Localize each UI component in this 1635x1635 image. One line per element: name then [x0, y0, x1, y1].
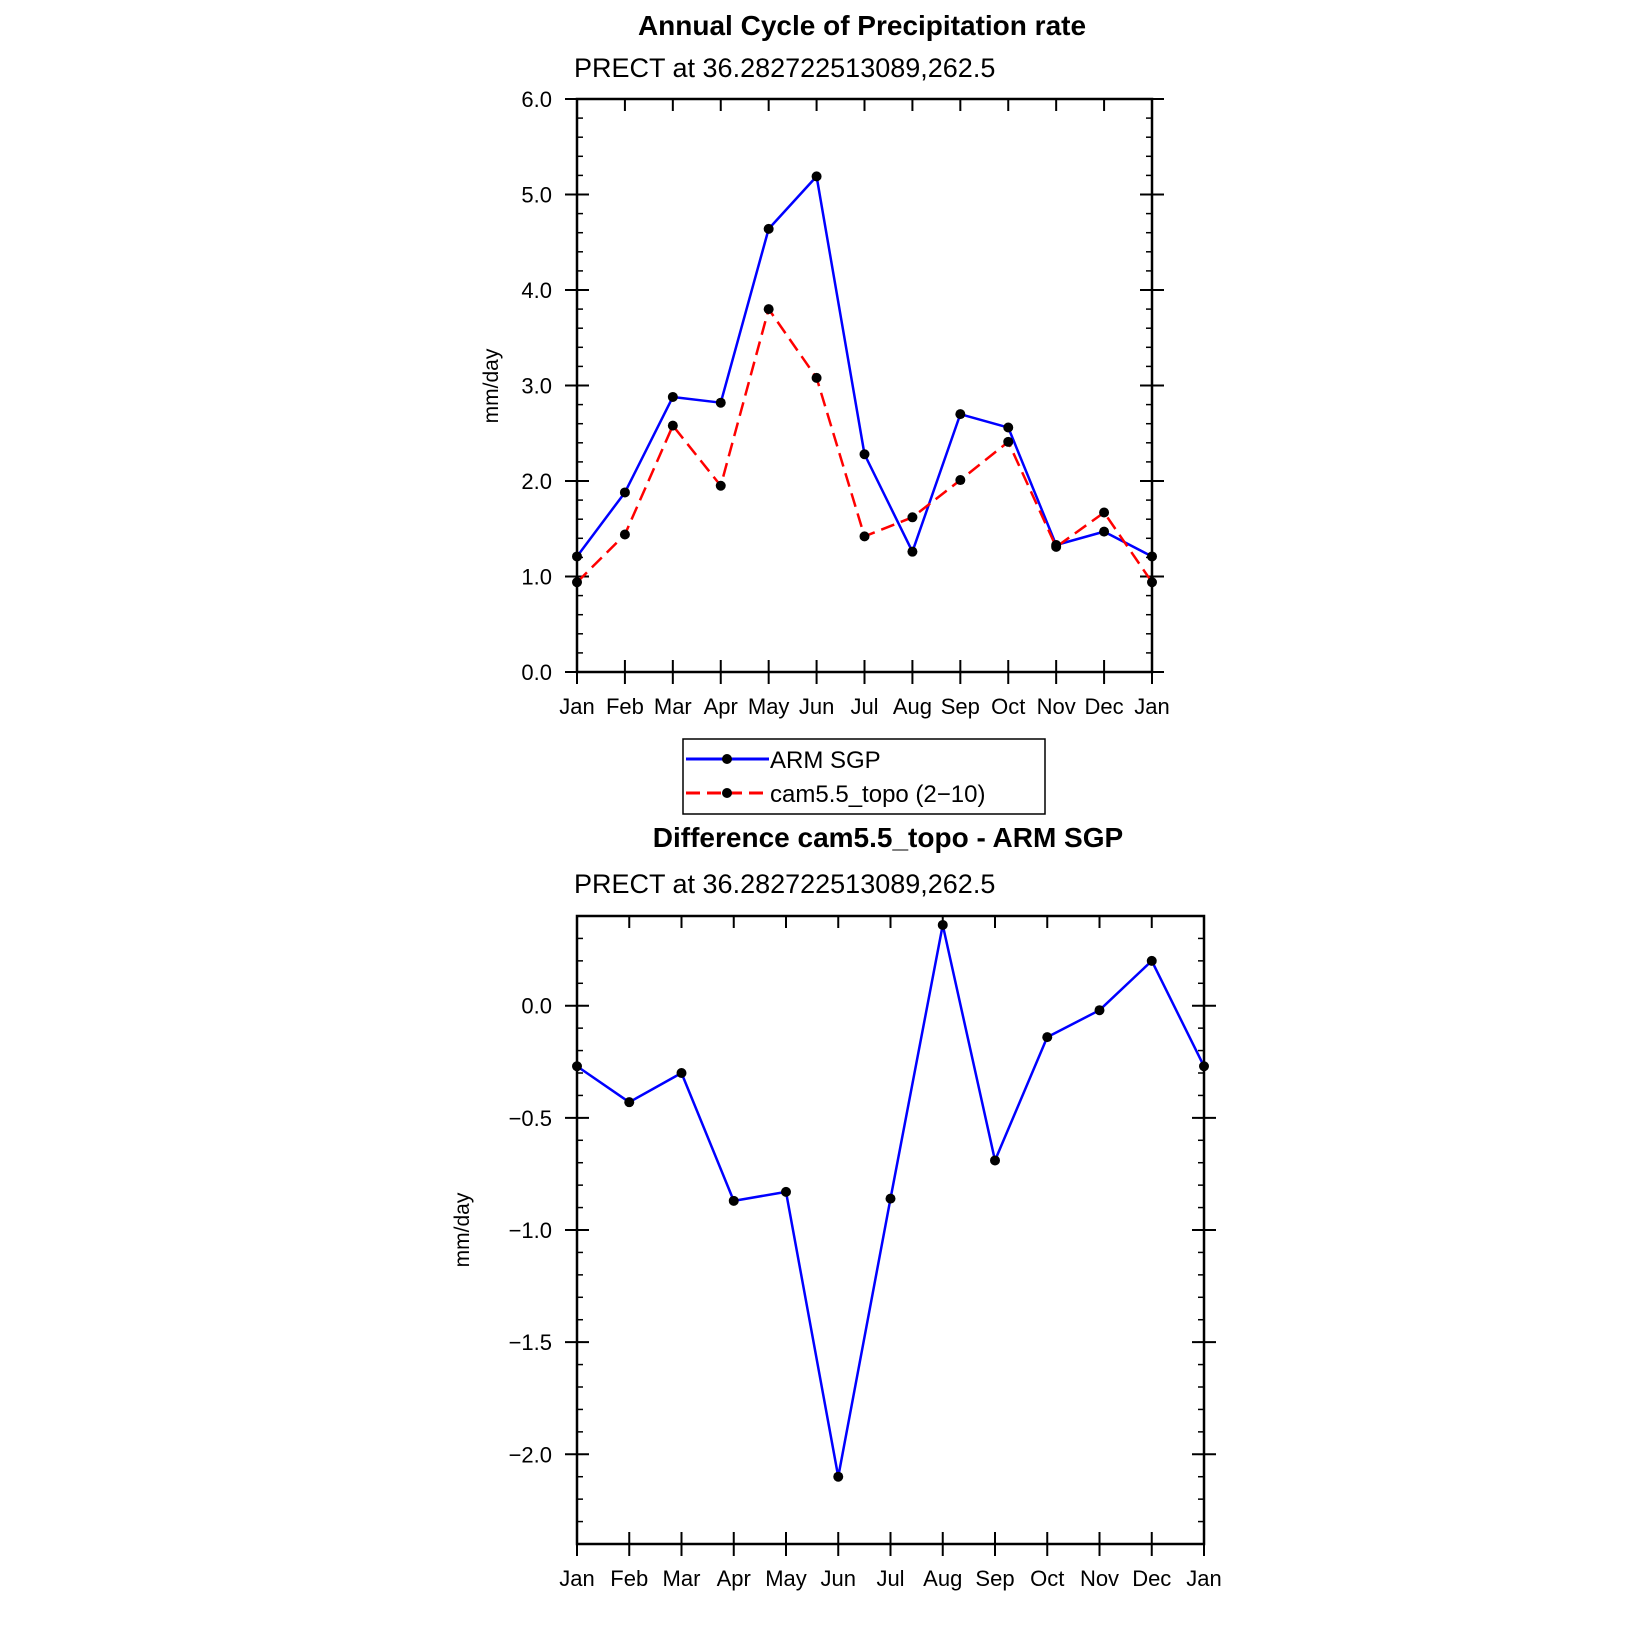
top-chart-data-point	[811, 171, 822, 182]
legend-label-arm-sgp: ARM SGP	[770, 747, 881, 774]
top-chart-data-point	[859, 531, 870, 542]
top-chart-y-axis-label: mm/day	[480, 348, 503, 423]
top-chart-series	[572, 171, 1157, 588]
legend-marker-arm-sgp	[722, 754, 732, 764]
top-chart-y-tick-label: 4.0	[521, 278, 552, 303]
top-chart-data-point	[715, 397, 726, 408]
bottom-chart-y-tick-label: 0.0	[521, 994, 552, 1019]
bottom-chart-title: Difference cam5.5_topo - ARM SGP	[653, 822, 1123, 853]
top-chart-y-tick-label: 6.0	[521, 87, 552, 112]
bottom-chart-y-tick-label: −1.5	[509, 1330, 552, 1355]
top-chart-y-tick-label: 0.0	[521, 660, 552, 685]
bottom-chart-data-point	[1094, 1005, 1105, 1016]
bottom-chart-x-tick-label: Apr	[717, 1566, 751, 1591]
top-chart-data-point	[1099, 526, 1110, 537]
bottom-chart-y-axis-label: mm/day	[451, 1192, 474, 1267]
top-chart-data-point	[715, 480, 726, 491]
top-chart-axes: Jan Feb Mar Apr May Jun Jul Aug Sep Oct Nov Dec Jan 0…	[521, 87, 1169, 719]
top-chart-x-tick-label: Jul	[850, 694, 878, 719]
top-chart-data-point	[1051, 541, 1062, 552]
top-chart-x-tick-label: Aug	[893, 694, 932, 719]
top-chart-title: Annual Cycle of Precipitation rate	[638, 10, 1086, 41]
top-chart-data-point	[667, 420, 678, 431]
bottom-chart-data-point	[624, 1097, 635, 1108]
top-chart-x-tick-label: May	[748, 694, 790, 719]
top-chart-data-point	[955, 409, 966, 420]
bottom-chart-y-tick-label: −1.0	[509, 1218, 552, 1243]
top-chart-data-point	[1003, 436, 1014, 447]
bottom-chart-x-tick-label: Jul	[876, 1566, 904, 1591]
bottom-chart-data-point	[728, 1195, 739, 1206]
top-chart-data-point	[955, 475, 966, 486]
bottom-chart-data-point	[885, 1193, 896, 1204]
top-chart-data-point	[572, 551, 582, 562]
top-chart-data-point	[1099, 507, 1110, 518]
top-chart-data-point	[619, 529, 630, 540]
top-chart-data-point	[572, 577, 582, 588]
legend-label-cam55-topo: cam5.5_topo (2−10)	[770, 781, 985, 808]
legend-box	[682, 738, 1046, 815]
bottom-chart-plot-frame	[575, 914, 1206, 1546]
top-chart-data-point	[763, 304, 774, 315]
bottom-chart-x-tick-label: Feb	[610, 1566, 648, 1591]
top-chart-subtitle: PRECT at 36.282722513089,262.5	[574, 53, 995, 83]
bottom-chart-subtitle: PRECT at 36.282722513089,262.5	[574, 869, 995, 899]
bottom-chart-x-tick-label: Nov	[1080, 1566, 1119, 1591]
top-chart-data-point	[763, 223, 774, 234]
top-chart-x-tick-label: Jun	[799, 694, 834, 719]
top-chart-data-point	[667, 391, 678, 402]
bottom-chart-data-point	[990, 1155, 1000, 1166]
top-chart-x-tick-label: Sep	[941, 694, 980, 719]
top-chart-y-tick-label: 3.0	[521, 374, 552, 399]
bottom-chart-x-tick-label: Oct	[1030, 1566, 1064, 1591]
bottom-chart-x-tick-label: May	[765, 1566, 807, 1591]
bottom-chart-x-tick-label: Sep	[975, 1566, 1014, 1591]
bottom-chart-data-point	[1042, 1032, 1053, 1043]
bottom-chart-data-point	[1199, 1061, 1209, 1072]
bottom-chart-data-point	[676, 1068, 687, 1078]
top-chart-x-tick-label: Nov	[1037, 694, 1076, 719]
top-chart-data-point	[1147, 577, 1157, 588]
bottom-chart-series	[572, 919, 1209, 1482]
top-chart-data-point	[907, 512, 918, 523]
bottom-chart-data-point	[833, 1471, 844, 1482]
top-chart-data-point	[859, 449, 870, 460]
bottom-chart-x-tick-label: Dec	[1132, 1566, 1171, 1591]
top-chart-x-tick-label: Apr	[704, 694, 738, 719]
bottom-chart-data-point	[572, 1061, 582, 1072]
top-chart-x-tick-label: Feb	[606, 694, 644, 719]
top-chart-series-line-0	[575, 175, 1153, 558]
top-chart-data-point	[1147, 551, 1157, 562]
bottom-chart-x-tick-label: Aug	[923, 1566, 962, 1591]
legend: ARM SGP cam5.5_topo (2−10)	[682, 738, 1046, 815]
bottom-chart-x-tick-label: Mar	[663, 1566, 701, 1591]
top-chart-plot-frame	[575, 97, 1154, 674]
bottom-chart-data-point	[937, 919, 948, 930]
top-chart-x-tick-label: Jan	[559, 694, 594, 719]
top-chart-data-point	[619, 487, 630, 498]
top-chart-x-tick-label: Mar	[654, 694, 692, 719]
top-chart: Annual Cycle of Precipitation rate PRECT…	[480, 10, 1170, 719]
bottom-chart-x-tick-label: Jan	[1186, 1566, 1221, 1591]
legend-marker-cam55-topo	[722, 788, 732, 798]
bottom-chart: Difference cam5.5_topo - ARM SGP PRECT a…	[451, 822, 1222, 1591]
top-chart-data-point	[811, 372, 822, 383]
top-chart-y-tick-label: 2.0	[521, 469, 552, 494]
top-chart-data-point	[1003, 422, 1014, 433]
top-chart-y-tick-label: 1.0	[521, 565, 552, 590]
bottom-chart-data-point	[781, 1186, 791, 1197]
top-chart-x-tick-label: Jan	[1134, 694, 1169, 719]
bottom-chart-x-tick-label: Jun	[821, 1566, 856, 1591]
top-chart-data-point	[907, 546, 918, 557]
bottom-chart-axes: Jan Feb Mar Apr May Jun Jul Aug Sep Oct Nov Dec Jan −…	[509, 915, 1222, 1591]
top-chart-y-tick-label: 5.0	[521, 183, 552, 208]
bottom-chart-data-point	[1146, 955, 1157, 966]
top-chart-x-tick-label: Oct	[991, 694, 1025, 719]
bottom-chart-x-tick-label: Jan	[559, 1566, 594, 1591]
bottom-chart-y-tick-label: −2.0	[509, 1442, 552, 1467]
top-chart-x-tick-label: Dec	[1085, 694, 1124, 719]
bottom-chart-y-tick-label: −0.5	[509, 1106, 552, 1131]
